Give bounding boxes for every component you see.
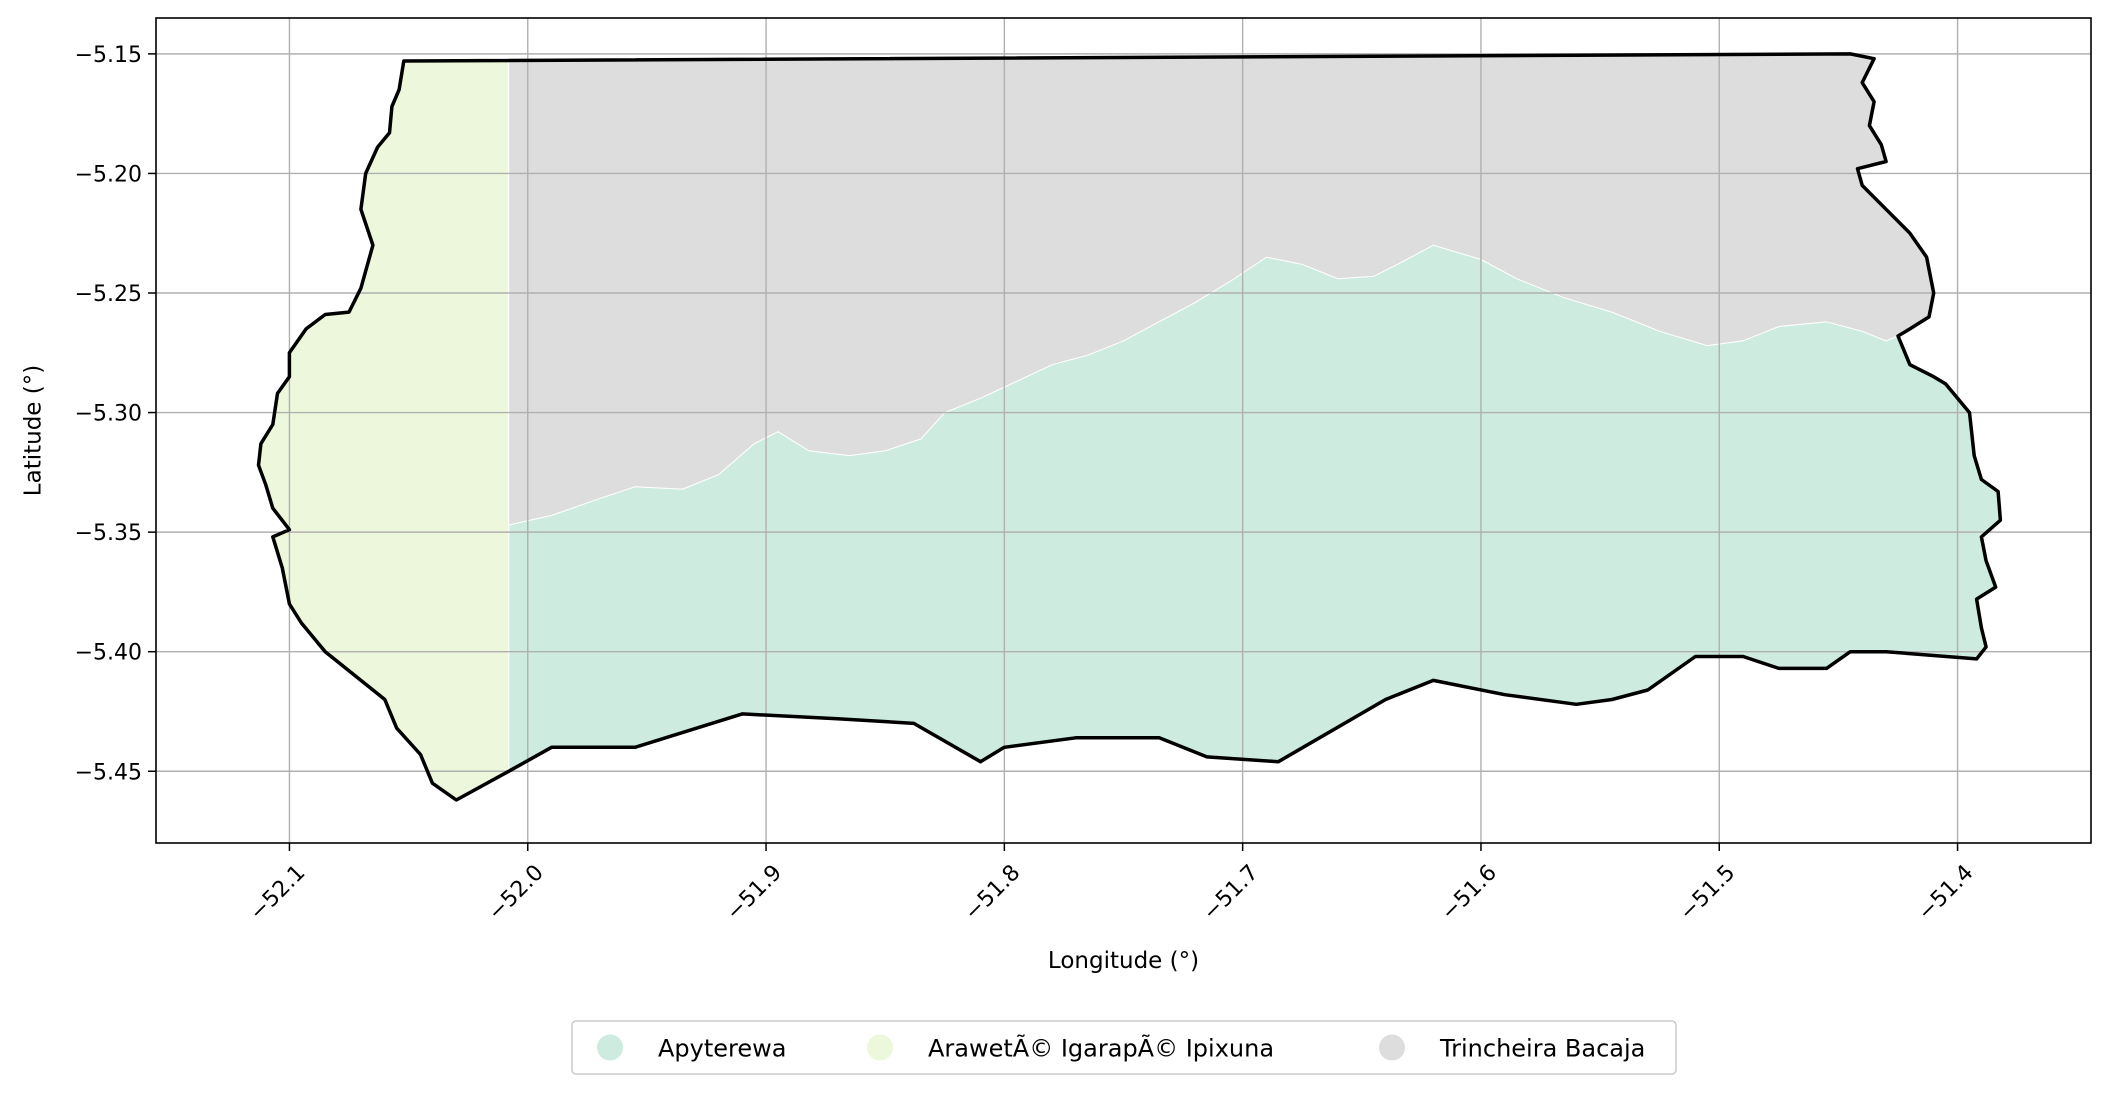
y-tick-label: −5.20 (75, 162, 142, 187)
boundary-outline (256, 52, 2003, 802)
legend-label: ArawetÃ© IgarapÃ© Ipixuna (928, 1033, 1274, 1063)
y-axis-ticks: −5.15 −5.20 −5.25 −5.30 −5.35 −5.40 −5.45 (75, 43, 156, 785)
legend-label: Trincheira Bacaja (1439, 1035, 1645, 1063)
x-tick-label: −51.7 (1198, 860, 1263, 925)
y-tick-label: −5.30 (75, 402, 142, 427)
x-tick-label: −51.9 (722, 860, 787, 925)
x-tick-label: −52.1 (245, 860, 310, 925)
legend: Apyterewa ArawetÃ© IgarapÃ© Ipixuna Trinch… (571, 1020, 1677, 1075)
x-tick-label: −51.6 (1437, 860, 1502, 925)
legend-swatch (867, 1034, 893, 1061)
legend-swatch (1379, 1034, 1405, 1061)
x-axis-ticks: −52.1 −52.0 −51.9 −51.8 −51.7 −51.6 −51.5 −51.4 (245, 843, 1979, 926)
region-arawet-igarap-ipixuna (257, 60, 510, 801)
x-tick-label: −51.4 (1913, 860, 1978, 925)
plot-area (155, 17, 2092, 844)
legend-items: Apyterewa ArawetÃ© IgarapÃ© Ipixuna Trinch… (597, 1033, 1645, 1063)
y-tick-label: −5.45 (75, 760, 142, 785)
y-tick-label: −5.40 (75, 641, 142, 666)
territory-regions (257, 53, 2001, 801)
y-axis-label: Latitude (°) (21, 365, 47, 496)
y-tick-label: −5.15 (75, 43, 142, 68)
x-tick-label: −52.0 (483, 860, 548, 925)
x-tick-label: −51.8 (960, 860, 1025, 925)
legend-label: Apyterewa (658, 1035, 786, 1063)
legend-box (571, 1020, 1677, 1075)
x-tick-label: −51.5 (1675, 860, 1740, 925)
x-axis-label: Longitude (°) (1048, 948, 1199, 974)
y-tick-label: −5.25 (75, 282, 142, 307)
axes-frame (155, 17, 2092, 844)
grid-lines (156, 18, 2091, 843)
legend-swatch (597, 1034, 623, 1061)
y-tick-label: −5.35 (75, 521, 142, 546)
